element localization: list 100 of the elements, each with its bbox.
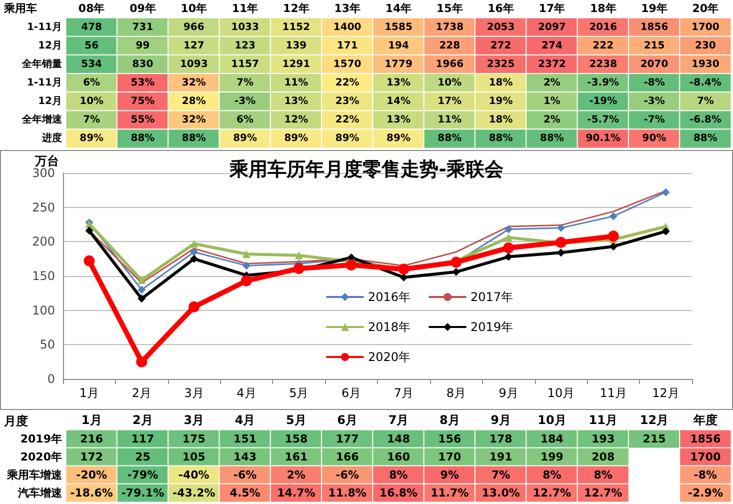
data-label: 8%	[594, 468, 612, 482]
data-label: 127	[183, 40, 204, 52]
point	[240, 275, 252, 286]
point	[294, 251, 303, 260]
x-tick-label: 11年	[232, 2, 258, 15]
chart-title: 乘用车历年月度零售走势-乘联会	[228, 158, 504, 180]
point	[609, 212, 618, 220]
x-tick-label: 10年	[180, 2, 208, 15]
y-tick-label: 50	[40, 338, 55, 352]
data-label: 161	[284, 450, 308, 464]
data-label: 28%	[182, 96, 206, 108]
data-label: 228	[439, 40, 460, 52]
data-label: 1585	[384, 22, 412, 33]
data-label: 1%	[543, 96, 560, 108]
data-label: 194	[388, 40, 409, 52]
data-label: 184	[540, 432, 564, 446]
data-label: 215	[644, 40, 665, 52]
x-tick-label: 5月	[289, 386, 309, 400]
y-tick-label: 12月	[38, 96, 62, 108]
x-tick-label: 15年	[436, 2, 463, 15]
data-label: 7%	[696, 96, 714, 108]
data-label: 143	[234, 450, 257, 464]
data-label: -8.4%	[689, 78, 722, 88]
data-label: 1779	[384, 58, 412, 70]
data-label: 105	[182, 450, 206, 464]
data-label: 2070	[640, 58, 668, 70]
data-label: 731	[132, 22, 154, 33]
data-label: -7%	[644, 114, 665, 126]
data-label: 14%	[386, 96, 410, 108]
legend-label: 2016年	[368, 290, 411, 304]
data-label: 2%	[543, 114, 560, 126]
data-label: 32%	[182, 78, 206, 88]
data-label: 88%	[693, 133, 718, 144]
y-tick-label: 1-11月	[26, 78, 62, 88]
point	[293, 262, 304, 274]
data-label: 2053	[486, 22, 515, 33]
data-label: 89%	[335, 133, 360, 144]
data-label: 139	[286, 40, 307, 52]
data-label: 18%	[488, 114, 513, 126]
data-label: 222	[592, 40, 614, 52]
data-label: 89%	[386, 133, 410, 144]
data-label: 13%	[386, 78, 410, 88]
data-label: 199	[540, 450, 564, 464]
data-label: 215	[642, 432, 666, 446]
x-tick-label: 3月	[184, 386, 204, 400]
y-axis-title: 月度	[3, 414, 28, 428]
data-label: 22%	[335, 78, 360, 88]
point	[190, 248, 198, 256]
x-tick-label: 3月	[184, 413, 204, 427]
data-label: 11.7%	[430, 486, 469, 500]
data-label: 123	[234, 40, 256, 52]
x-tick-label: 09年	[130, 2, 156, 15]
point	[662, 188, 670, 196]
data-label: -79%	[127, 468, 158, 482]
data-label: 177	[336, 432, 359, 446]
y-tick-label: 12月	[38, 40, 62, 52]
data-label: 1291	[282, 58, 310, 70]
point	[452, 268, 460, 276]
y-tick-label: 200	[32, 234, 55, 249]
data-label: -3%	[644, 96, 665, 108]
data-label: 1930	[692, 58, 720, 70]
data-label: 830	[132, 58, 154, 70]
data-label: 1856	[690, 432, 722, 446]
x-tick-label: 11月	[600, 386, 628, 400]
x-tick-label: 8月	[439, 413, 460, 427]
data-label: 1700	[692, 22, 720, 33]
data-label: 90.1%	[586, 133, 620, 144]
data-label: 117	[131, 432, 154, 446]
data-label: 13.0%	[482, 486, 520, 500]
x-tick-label: 13年	[334, 2, 360, 15]
data-label: 8%	[389, 468, 408, 482]
data-label: 2325	[486, 58, 515, 70]
data-label: 11%	[438, 114, 462, 126]
point	[190, 254, 198, 263]
data-label: -8%	[644, 78, 665, 88]
y-axis-title: 乘用车	[3, 2, 37, 15]
y-tick-label: 100	[32, 303, 55, 318]
data-label: -6%	[336, 468, 359, 482]
x-tick-label: 12年	[283, 2, 310, 15]
data-label: 7%	[83, 114, 100, 126]
y-tick-label: 300	[32, 166, 55, 180]
point	[346, 260, 357, 271]
data-label: 9%	[440, 468, 459, 482]
data-label: 2097	[538, 22, 566, 33]
data-label: 2%	[286, 468, 306, 482]
data-label: 13%	[386, 114, 410, 126]
data-label: 90%	[642, 133, 666, 144]
data-label: 14.7%	[277, 486, 316, 500]
x-tick-label: 4月	[234, 413, 256, 427]
data-label: 175	[182, 432, 206, 446]
data-label: 1570	[333, 58, 362, 70]
x-tick-label: 年度	[692, 413, 718, 427]
y-tick-label: 1-11月	[26, 22, 62, 33]
data-label: 170	[438, 450, 462, 464]
data-label: -6.8%	[689, 114, 722, 126]
data-label: 16.8%	[379, 486, 418, 500]
point	[504, 234, 513, 242]
x-tick-label: 20年	[692, 2, 719, 15]
x-tick-label: 8月	[446, 386, 466, 400]
x-tick-label: 17年	[538, 2, 566, 15]
